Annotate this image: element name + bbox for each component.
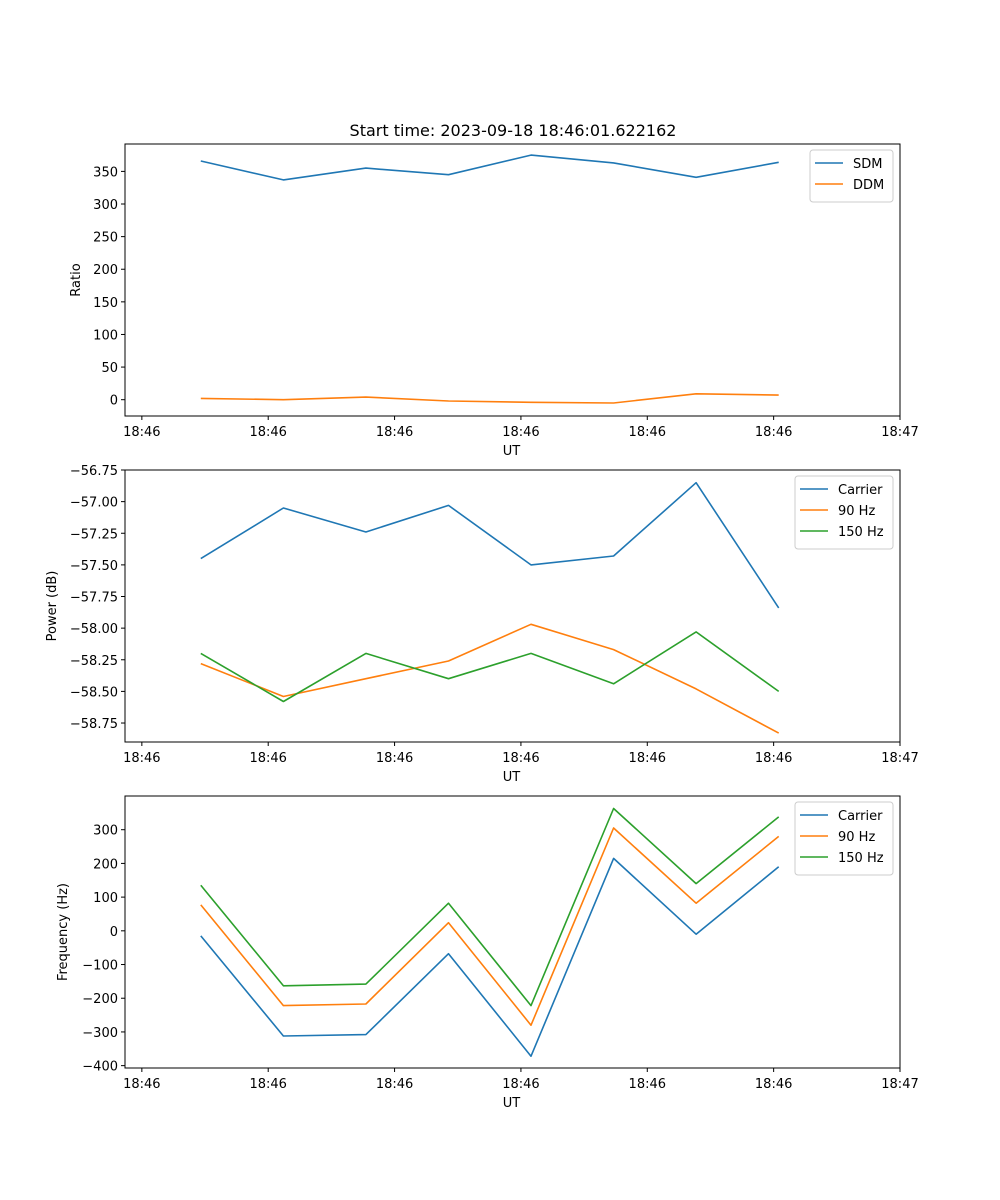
y-tick-label: −58.50 — [70, 685, 118, 700]
x-tick-label: 18:46 — [249, 751, 286, 766]
x-tick-label: 18:46 — [123, 1077, 160, 1092]
y-tick-label: −57.50 — [70, 559, 118, 574]
y-tick-label: −58.00 — [70, 622, 118, 637]
y-tick-label: −57.75 — [70, 591, 118, 606]
x-tick-label: 18:46 — [755, 751, 792, 766]
y-tick-label: 300 — [93, 824, 118, 839]
x-tick-label: 18:46 — [123, 751, 160, 766]
y-tick-label: −56.75 — [70, 464, 118, 479]
x-tick-label: 18:46 — [376, 1077, 413, 1092]
y-axis-label: Frequency (Hz) — [56, 883, 71, 981]
series-line-ddm — [200, 392, 779, 404]
y-axis-label: Power (dB) — [45, 571, 60, 642]
y-tick-label: 300 — [93, 198, 118, 213]
y-tick-label: −58.25 — [70, 654, 118, 669]
y-tick-label: 100 — [93, 328, 118, 343]
series-line-carrier — [200, 857, 780, 1057]
series-line-90-hz — [200, 623, 780, 734]
x-tick-label: 18:46 — [502, 1077, 539, 1092]
x-tick-label: 18:46 — [249, 1077, 286, 1092]
plot-frame — [124, 795, 901, 1069]
y-tick-label: 250 — [93, 231, 118, 246]
x-axis-label: UT — [503, 444, 521, 459]
series-line-carrier — [200, 481, 780, 609]
y-tick-label: −100 — [82, 959, 118, 974]
y-tick-label: −57.00 — [70, 496, 118, 511]
chart-title: Start time: 2023-09-18 18:46:01.622162 — [350, 121, 677, 140]
y-tick-label: 100 — [93, 891, 118, 906]
y-tick-label: 200 — [93, 857, 118, 872]
x-tick-label: 18:47 — [881, 751, 918, 766]
x-tick-label: 18:46 — [376, 425, 413, 440]
series-line-150-hz — [200, 631, 780, 703]
y-tick-label: −57.25 — [70, 527, 118, 542]
y-tick-label: 350 — [93, 165, 118, 180]
x-tick-label: 18:46 — [502, 425, 539, 440]
y-tick-label: 0 — [110, 394, 118, 409]
x-tick-label: 18:46 — [502, 751, 539, 766]
series-line-150-hz — [200, 807, 780, 1007]
x-tick-label: 18:46 — [629, 1077, 666, 1092]
legend-label: SDM — [853, 157, 882, 172]
x-tick-label: 18:46 — [249, 425, 286, 440]
legend-label: Carrier — [838, 809, 883, 824]
power-panel: 18:46 18:46 18:46 18:46 18:46 18:46 18:47 −56.7… — [45, 464, 919, 785]
x-tick-label: 18:46 — [376, 751, 413, 766]
y-tick-label: −200 — [82, 992, 118, 1007]
frequency-panel: 18:46 18:46 18:46 18:46 18:46 18:46 18:47 −400 −… — [56, 795, 919, 1111]
x-tick-label: 18:46 — [629, 751, 666, 766]
x-tick-label: 18:46 — [629, 425, 666, 440]
legend-label: 150 Hz — [838, 525, 884, 540]
plot-frame — [124, 469, 901, 743]
y-tick-label: −400 — [82, 1060, 118, 1075]
y-tick-label: −58.75 — [70, 717, 118, 732]
x-tick-label: 18:47 — [881, 1077, 918, 1092]
y-tick-label: 50 — [101, 361, 118, 376]
ratio-panel: 18:46 18:46 18:46 18:46 18:46 18:46 18:47 0 50 10… — [69, 143, 919, 459]
y-axis-label: Ratio — [69, 263, 84, 296]
y-tick-label: −300 — [82, 1026, 118, 1041]
legend-label: 90 Hz — [838, 504, 875, 519]
series-line-90-hz — [200, 827, 780, 1026]
legend-label: Carrier — [838, 483, 883, 498]
x-tick-label: 18:46 — [123, 425, 160, 440]
legend-label: 90 Hz — [838, 830, 875, 845]
y-tick-label: 200 — [93, 263, 118, 278]
y-tick-label: 150 — [93, 296, 118, 311]
x-tick-label: 18:47 — [881, 425, 918, 440]
series-line-sdm — [200, 154, 779, 181]
y-tick-label: 0 — [110, 925, 118, 940]
x-tick-label: 18:46 — [755, 425, 792, 440]
legend-label: DDM — [853, 178, 884, 193]
legend-label: 150 Hz — [838, 851, 884, 866]
plot-frame — [124, 143, 901, 417]
x-axis-label: UT — [503, 770, 521, 785]
x-tick-label: 18:46 — [755, 1077, 792, 1092]
x-axis-label: UT — [503, 1096, 521, 1111]
